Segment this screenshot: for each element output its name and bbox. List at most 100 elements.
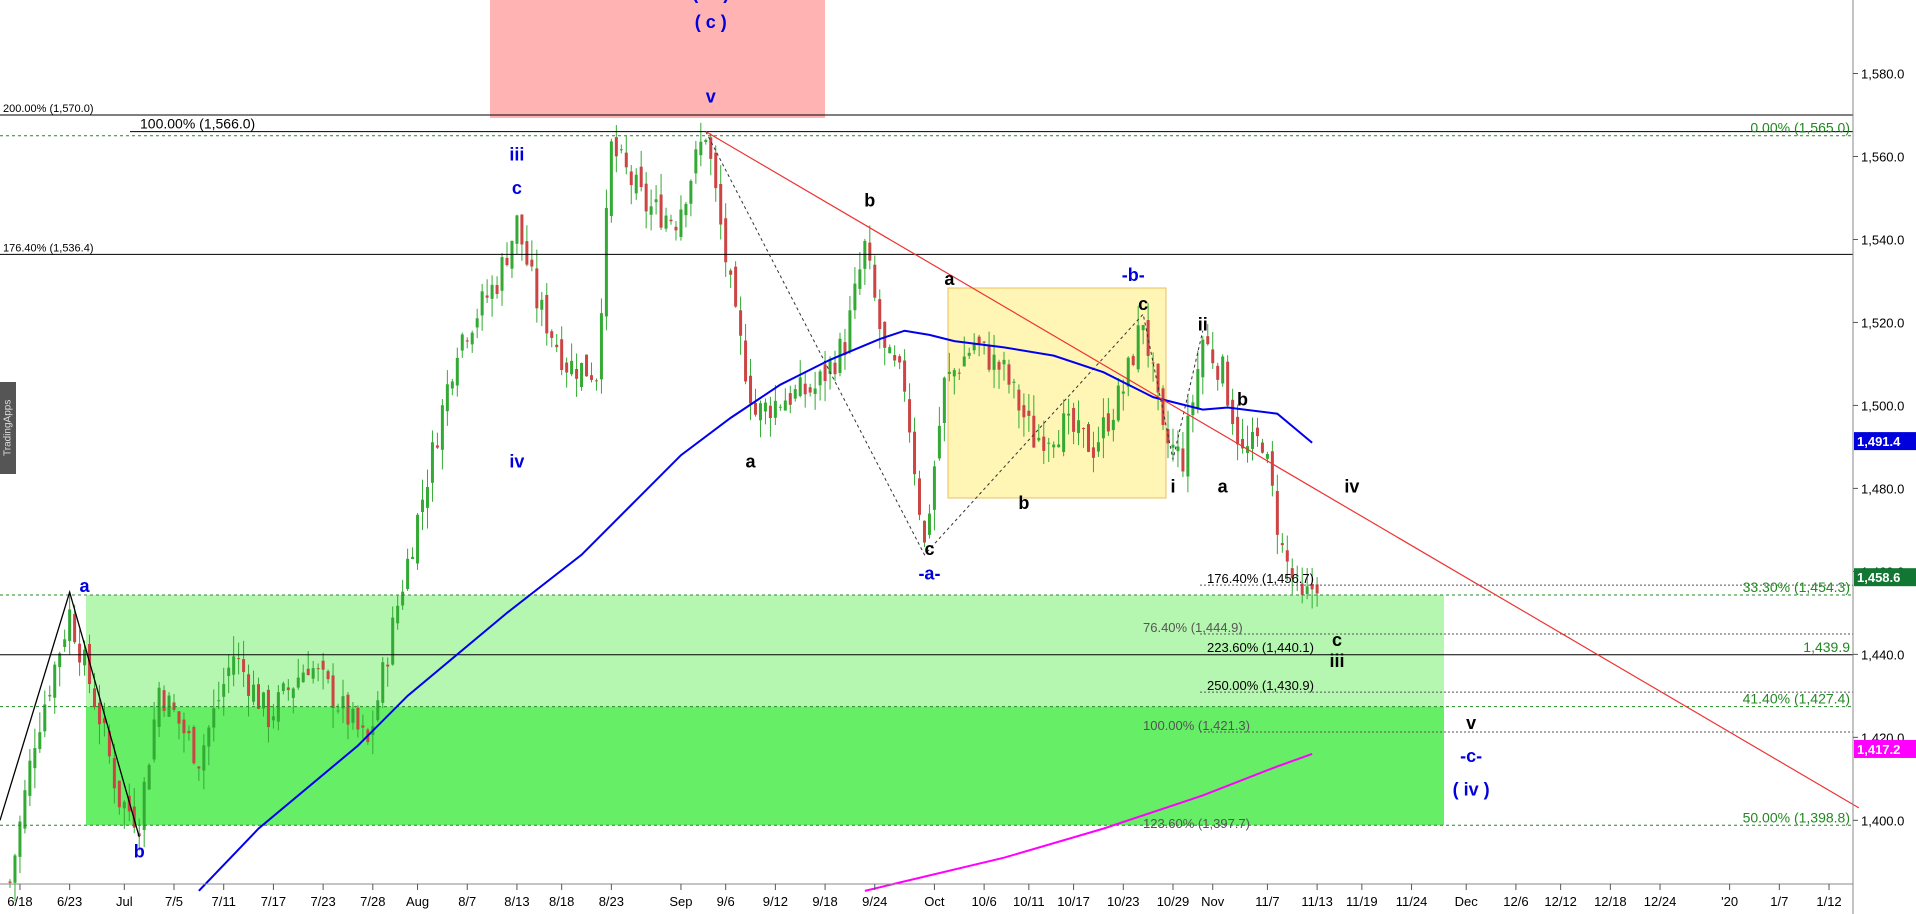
candle <box>649 189 653 231</box>
candle <box>833 350 837 382</box>
candle-body <box>555 344 559 348</box>
fib-label-mid: 223.60% (1,440.1) <box>1207 640 1314 655</box>
candle <box>1017 384 1021 429</box>
wave-label: -b- <box>1122 265 1145 285</box>
candle-body <box>1052 444 1056 448</box>
candle <box>1047 437 1051 463</box>
candle <box>729 268 733 288</box>
candle-body <box>1285 550 1289 562</box>
consolidation-box-yellow <box>947 287 1167 499</box>
candle-body <box>947 371 951 374</box>
candle <box>182 712 186 753</box>
candle-body <box>490 284 494 299</box>
candle-body <box>1096 442 1100 452</box>
candle-body <box>38 732 42 750</box>
candle-body <box>878 299 882 330</box>
candle <box>937 406 941 461</box>
candle <box>664 207 668 232</box>
candle <box>1285 535 1289 581</box>
candle-body <box>1042 436 1046 451</box>
candle <box>207 725 211 766</box>
candle-body <box>376 700 380 721</box>
candle-body <box>1136 325 1140 370</box>
candle-body <box>157 687 161 727</box>
fib-label-mid: 250.00% (1,430.9) <box>1207 678 1314 693</box>
candle <box>1295 565 1299 592</box>
candle <box>813 371 817 410</box>
candle <box>356 705 360 738</box>
fib-label-mid: 76.40% (1,444.9) <box>1143 620 1243 635</box>
candle-body <box>1290 568 1294 579</box>
candle <box>932 460 936 531</box>
candle <box>848 295 852 354</box>
moving-average-blue <box>198 329 1313 892</box>
candles-group <box>8 122 1319 901</box>
moving-average-magenta <box>864 752 1313 892</box>
candle <box>634 168 638 200</box>
candle <box>982 341 986 355</box>
candle <box>739 296 743 355</box>
candle <box>212 689 216 742</box>
candle <box>589 362 593 383</box>
y-tick-label: 1,400.0 <box>1861 813 1904 828</box>
candle-body <box>102 718 106 724</box>
price-marker-label: 1,417.2 <box>1857 742 1900 757</box>
candle-body <box>744 340 748 382</box>
candle-body <box>639 166 643 188</box>
candle <box>23 779 27 834</box>
candle-body <box>1171 444 1175 448</box>
wave-label: v <box>706 87 716 107</box>
candle <box>1226 355 1230 407</box>
wave-label: -c- <box>1460 746 1482 766</box>
candle-body <box>550 331 554 338</box>
x-tick-label: Sep <box>669 894 692 909</box>
candle <box>903 349 907 402</box>
candle-body <box>1191 402 1195 416</box>
candle <box>411 547 415 560</box>
candle-body <box>83 649 87 666</box>
candle-body <box>957 372 961 374</box>
candle-body <box>813 388 817 394</box>
candle-body <box>1012 381 1016 383</box>
x-tick-label: 7/5 <box>165 894 183 909</box>
candle-body <box>793 389 797 399</box>
wave-label: a <box>746 452 757 472</box>
candle-body <box>1196 369 1200 409</box>
candle <box>316 663 320 682</box>
candle <box>908 383 912 443</box>
candle-body <box>644 183 648 212</box>
candle-body <box>232 656 236 675</box>
candle <box>803 371 807 408</box>
candle-body <box>823 364 827 382</box>
candle <box>1191 394 1195 433</box>
candle <box>987 331 991 373</box>
candle-body <box>28 760 32 796</box>
candle-body <box>848 310 852 352</box>
candle-body <box>719 183 723 225</box>
candle-body <box>649 206 653 215</box>
candle <box>888 344 892 354</box>
candle-body <box>301 672 305 683</box>
candle-body <box>406 558 410 590</box>
candle <box>142 777 146 848</box>
candle-body <box>311 668 315 679</box>
candle <box>624 136 628 175</box>
candle <box>1255 417 1259 447</box>
candle-body <box>758 403 762 421</box>
candle <box>669 214 673 225</box>
candle <box>48 685 52 702</box>
candle <box>535 249 539 323</box>
candle <box>406 548 410 591</box>
x-tick-label: Dec <box>1455 894 1479 909</box>
candle <box>689 179 693 217</box>
candle-body <box>669 219 673 222</box>
candle-body <box>749 375 753 404</box>
candle <box>540 291 544 327</box>
candle <box>157 681 161 738</box>
candle <box>1042 420 1046 465</box>
candle-body <box>604 207 608 317</box>
candle-body <box>78 643 82 663</box>
candle <box>33 728 37 789</box>
